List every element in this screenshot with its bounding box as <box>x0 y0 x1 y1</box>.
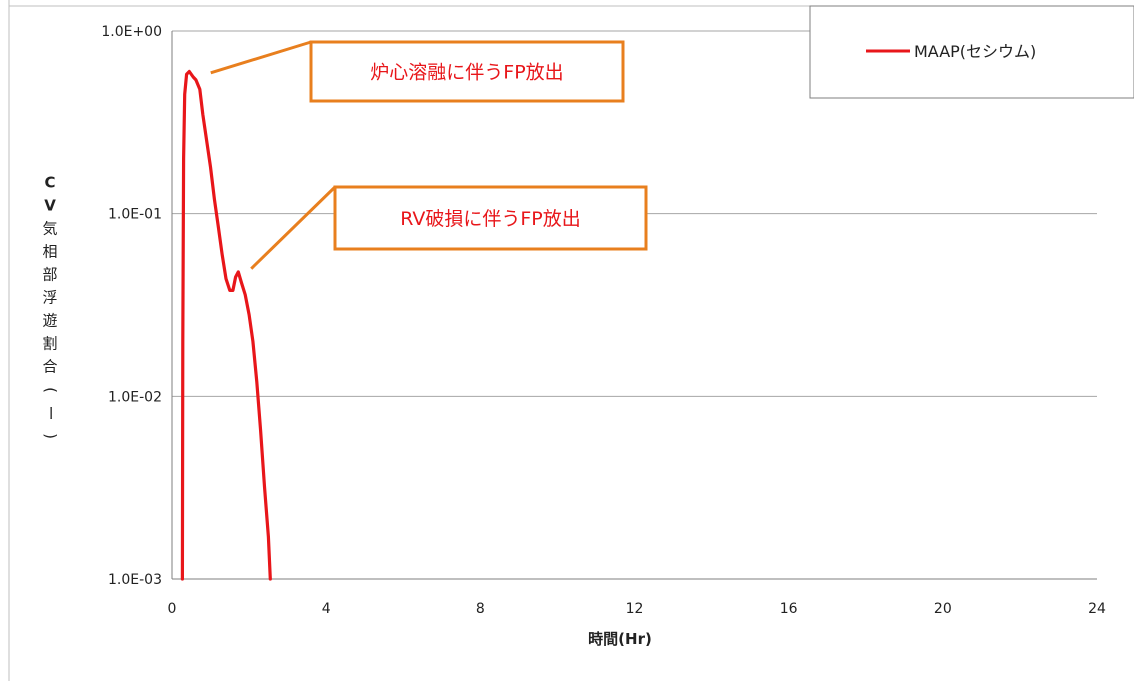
legend-box <box>809 5 1134 99</box>
annotations: 炉心溶融に伴うFP放出 RV破損に伴うFP放出 <box>210 40 648 270</box>
y-axis-title-char: ー <box>42 405 60 420</box>
y-axis-title-char: 相 <box>42 243 57 261</box>
x-tick-labels: 0 4 8 12 16 20 24 <box>168 601 1106 617</box>
x-tick-label: 4 <box>322 601 331 617</box>
y-axis-title-char: 浮 <box>42 289 57 307</box>
series <box>180 69 272 581</box>
x-tick-label: 12 <box>626 601 644 617</box>
y-tick-label: 1.0E-01 <box>108 207 162 223</box>
y-axis-title-char: V <box>44 197 56 215</box>
y-axis-title-char: 部 <box>42 266 57 284</box>
y-tick-label: 1.0E+00 <box>101 24 162 40</box>
y-axis-title-char: 遊 <box>42 312 57 330</box>
x-axis-title: 時間(Hr) <box>588 630 652 648</box>
y-axis-title-char: 割 <box>42 335 57 353</box>
y-axis-title-char: C <box>44 174 55 192</box>
legend-label: MAAP(セシウム) <box>914 42 1036 61</box>
annotation-box <box>333 185 648 251</box>
annotation-leader <box>250 185 337 270</box>
axes <box>171 31 1097 580</box>
y-axis-title-char: ) <box>42 433 60 439</box>
legend: MAAP(セシウム) <box>809 5 1134 99</box>
annotation-text: RV破損に伴うFP放出 <box>400 208 581 230</box>
x-tick-label: 20 <box>934 601 952 617</box>
series-line <box>180 69 272 581</box>
x-tick-label: 0 <box>168 601 177 617</box>
annotation-box <box>309 40 625 103</box>
y-tick-labels: 1.0E-03 1.0E-02 1.0E-01 1.0E+00 <box>101 24 162 588</box>
y-axis-title-char: 気 <box>42 220 57 238</box>
y-tick-label: 1.0E-03 <box>108 572 162 588</box>
x-tick-label: 16 <box>780 601 798 617</box>
annotation-leader <box>210 40 312 75</box>
x-tick-label: 8 <box>476 601 485 617</box>
x-tick-label: 24 <box>1088 601 1106 617</box>
y-axis-title-char: ( <box>42 387 60 393</box>
annotation-text: 炉心溶融に伴うFP放出 <box>370 62 563 84</box>
y-tick-label: 1.0E-02 <box>108 389 162 405</box>
y-axis-title-char: 合 <box>42 358 57 376</box>
